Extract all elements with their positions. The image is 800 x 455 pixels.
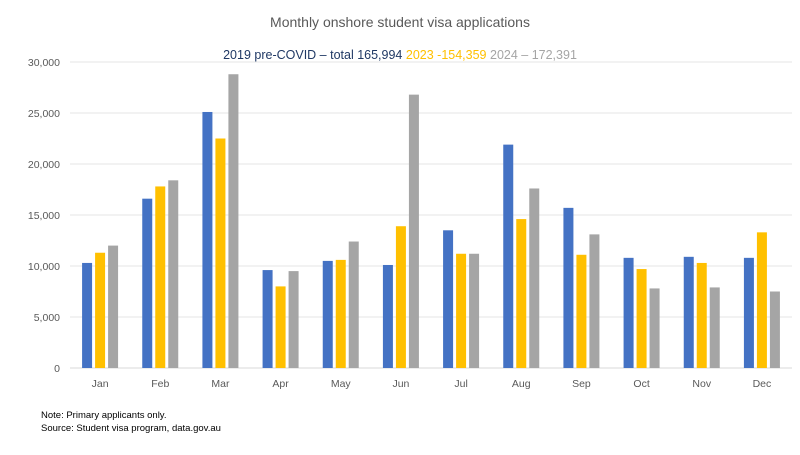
y-tick-label: 15,000 [28,210,60,222]
bar-jan-series-2 [108,245,119,368]
x-tick-label: Feb [151,378,169,390]
x-tick-label: Apr [272,378,289,390]
bar-feb-series-1 [155,186,166,368]
legend-2023: 2023 -154,359 [406,48,487,62]
bar-jun-series-1 [395,226,406,368]
bar-may-series-0 [322,260,333,368]
bar-jul-series-1 [456,253,467,368]
x-tick-label: Jul [454,378,467,390]
y-tick-label: 10,000 [28,261,60,273]
x-tick-label: Dec [753,378,772,390]
x-tick-label: Aug [512,378,531,390]
bar-oct-series-2 [649,288,660,368]
bar-aug-series-0 [503,144,514,368]
bar-nov-series-1 [696,262,707,368]
bar-apr-series-1 [275,286,286,368]
x-tick-label: Oct [633,378,649,390]
bar-mar-series-1 [215,138,226,368]
x-tick-label: Jan [92,378,109,390]
bar-sep-series-1 [576,254,587,368]
legend-2024: 2024 – 172,391 [490,48,577,62]
bar-oct-series-1 [636,269,647,368]
bar-oct-series-0 [623,257,634,368]
bar-nov-series-2 [709,287,720,368]
bar-sep-series-0 [563,207,574,368]
bar-apr-series-0 [262,270,273,368]
bar-mar-series-2 [228,74,239,369]
x-tick-label: Mar [211,378,230,390]
bar-may-series-2 [348,241,359,368]
y-tick-label: 0 [54,363,60,375]
y-tick-label: 30,000 [28,57,60,69]
chart-title: Monthly onshore student visa application… [270,14,530,30]
bar-aug-series-2 [529,188,540,368]
bar-aug-series-1 [516,219,527,368]
legend: 2019 pre-COVID – total 165,994 2023 -154… [223,48,577,62]
x-tick-label: Sep [572,378,591,390]
source-text: Source: Student visa program, data.gov.a… [41,423,221,434]
bar-jun-series-0 [382,264,393,368]
y-tick-label: 25,000 [28,108,60,120]
bar-feb-series-0 [142,198,153,368]
bar-jul-series-0 [443,230,454,368]
bar-feb-series-2 [168,180,179,368]
bar-sep-series-2 [589,234,600,368]
bar-mar-series-0 [202,111,213,368]
bar-dec-series-2 [769,291,780,368]
bar-dec-series-0 [743,257,754,368]
bar-nov-series-0 [683,256,694,368]
y-tick-label: 20,000 [28,159,60,171]
note-text: Note: Primary applicants only. [41,410,167,421]
y-tick-label: 5,000 [34,312,60,324]
bar-jan-series-1 [95,252,106,368]
legend-2019: 2019 pre-COVID – total 165,994 [223,48,402,62]
x-tick-label: May [331,378,352,390]
bar-jun-series-2 [408,94,419,368]
bar-dec-series-1 [756,232,767,368]
x-tick-label: Jun [392,378,409,390]
x-tick-label: Nov [692,378,711,390]
bar-jan-series-0 [82,262,93,368]
bar-may-series-1 [335,259,346,368]
bar-jul-series-2 [469,253,480,368]
bar-apr-series-2 [288,271,299,368]
